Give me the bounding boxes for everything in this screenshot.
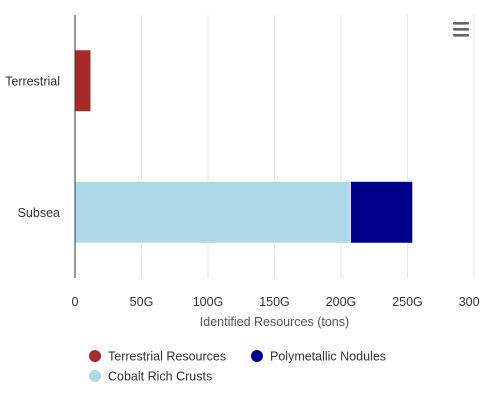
- x-tick-label: 150G: [259, 295, 290, 309]
- legend-label: Cobalt Rich Crusts: [108, 370, 212, 384]
- legend-item[interactable]: Polymetallic Nodules: [251, 350, 386, 364]
- bar-polymetallic-nodules[interactable]: [349, 180, 414, 244]
- category-label: Subsea: [18, 206, 60, 220]
- x-tick-label: 50G: [130, 295, 154, 309]
- bar-cobalt-rich-crusts[interactable]: [74, 180, 351, 244]
- hamburger-menu-icon: [453, 22, 469, 37]
- legend-item[interactable]: Terrestrial Resources: [89, 350, 226, 364]
- legend-marker: [89, 370, 101, 382]
- legend-item[interactable]: Cobalt Rich Crusts: [89, 370, 212, 384]
- category-label: Terrestrial: [5, 74, 60, 88]
- legend-label: Polymetallic Nodules: [270, 350, 386, 364]
- x-tick-label: 100G: [193, 295, 224, 309]
- legend-label: Terrestrial Resources: [108, 350, 226, 364]
- x-tick-label: 250G: [392, 295, 423, 309]
- legend-marker: [89, 350, 101, 362]
- x-tick-label: 300G: [459, 295, 480, 309]
- legend: Terrestrial Resources Cobalt Rich Crusts P…: [89, 350, 386, 384]
- bar-terrestrial-resources[interactable]: [74, 49, 92, 113]
- x-tick-label: 0: [72, 295, 79, 309]
- chart-menu-button[interactable]: [448, 18, 474, 42]
- axes: 0 50G 100G 150G 200G 250G 300G Terrestrial Subse…: [5, 15, 480, 329]
- bars: [74, 49, 414, 244]
- x-axis-title: Identified Resources (tons): [200, 315, 349, 329]
- legend-marker: [251, 350, 263, 362]
- x-tick-label: 200G: [326, 295, 357, 309]
